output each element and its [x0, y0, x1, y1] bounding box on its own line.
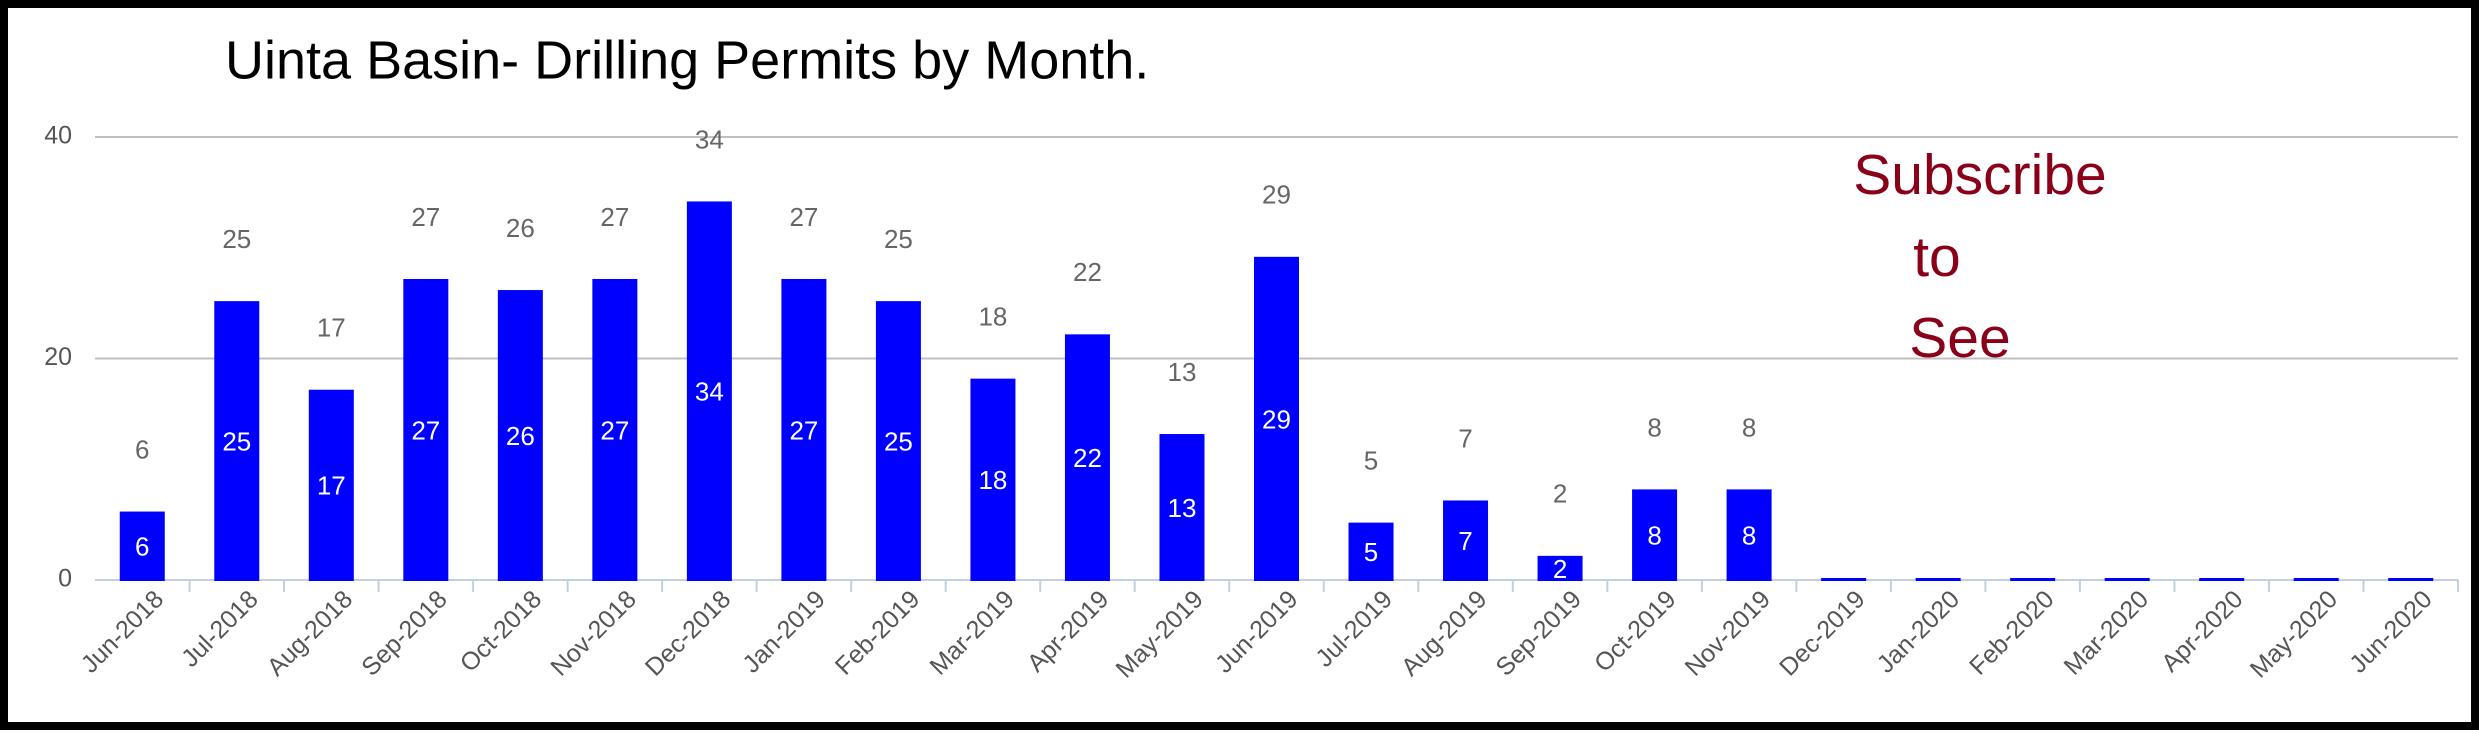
bar	[497, 290, 543, 581]
bar	[592, 278, 638, 581]
x-tick-label: Jun-2019	[1210, 585, 1304, 679]
data-label-inner: 8	[1647, 521, 1661, 551]
x-tick-label: Apr-2019	[1022, 585, 1115, 678]
data-label: 17	[317, 313, 346, 343]
bar	[1726, 489, 1772, 581]
data-label: 34	[695, 124, 724, 154]
bar	[2010, 578, 2056, 581]
data-label: 8	[1647, 412, 1661, 442]
data-label-inner: 18	[978, 465, 1007, 495]
data-label: 29	[1262, 180, 1291, 210]
bar	[1632, 489, 1678, 581]
x-tick-label: Jun-2020	[2344, 585, 2438, 679]
bar	[403, 278, 449, 581]
data-label: 8	[1742, 412, 1756, 442]
x-tick-label: Dec-2019	[1774, 585, 1870, 681]
data-label: 13	[1168, 357, 1197, 387]
frame	[0, 0, 2479, 730]
x-tick-label: Oct-2018	[455, 585, 548, 678]
bar	[1348, 522, 1394, 581]
data-label-inner: 7	[1458, 526, 1472, 556]
bar	[119, 511, 165, 581]
x-tick-label: Jul-2019	[1310, 585, 1398, 673]
bar	[2388, 578, 2434, 581]
data-label: 25	[222, 224, 251, 254]
data-label-inner: 6	[135, 532, 149, 562]
bar	[1821, 578, 1867, 581]
y-tick-label: 40	[44, 122, 72, 150]
x-tick-label: Feb-2020	[1964, 585, 2059, 680]
bar	[875, 301, 921, 581]
x-tick-label: Sep-2018	[356, 585, 452, 681]
x-tick-label: Aug-2018	[262, 585, 358, 681]
x-tick-label: Jun-2018	[76, 585, 170, 679]
data-label-inner: 25	[222, 426, 251, 456]
x-tick-label: Mar-2020	[2059, 585, 2154, 680]
bar	[970, 378, 1016, 581]
x-tick-label: Jul-2018	[176, 585, 264, 673]
data-label: 27	[600, 202, 629, 232]
data-label: 2	[1553, 479, 1567, 509]
x-tick-label: Nov-2018	[545, 585, 641, 681]
x-tick-label: Jan-2019	[737, 585, 831, 679]
bar	[308, 389, 354, 581]
data-label-inner: 22	[1073, 443, 1102, 473]
x-tick-label: Apr-2020	[2156, 585, 2249, 678]
bar	[214, 301, 260, 581]
bar	[1064, 334, 1110, 581]
bar	[1915, 578, 1961, 581]
data-label: 18	[978, 302, 1007, 332]
bar	[1443, 500, 1489, 582]
data-label-inner: 13	[1168, 493, 1197, 523]
data-label: 22	[1073, 257, 1102, 287]
data-label: 7	[1458, 423, 1472, 453]
bar	[1537, 555, 1583, 581]
data-label: 6	[135, 434, 149, 464]
x-tick-label: Oct-2019	[1589, 585, 1682, 678]
data-label: 25	[884, 224, 913, 254]
bar	[2199, 578, 2245, 581]
data-label: 26	[506, 213, 535, 243]
data-label-inner: 27	[600, 415, 629, 445]
y-tick-label: 20	[44, 343, 72, 371]
bar	[1159, 434, 1205, 581]
data-label-inner: 17	[317, 471, 346, 501]
bar	[686, 201, 732, 581]
data-label-inner: 27	[789, 415, 818, 445]
annotation: Subscribe	[1853, 143, 2106, 207]
x-tick-label: May-2020	[2245, 585, 2343, 683]
data-label-inner: 2	[1553, 554, 1567, 584]
x-tick-label: Dec-2018	[640, 585, 736, 681]
data-label-inner: 25	[884, 426, 913, 456]
data-label-inner: 26	[506, 421, 535, 451]
x-tick-label: May-2019	[1110, 585, 1208, 683]
bar	[781, 278, 827, 581]
data-label-inner: 5	[1364, 537, 1378, 567]
bar	[2293, 578, 2339, 581]
x-tick-label: Nov-2019	[1680, 585, 1776, 681]
data-label: 5	[1364, 446, 1378, 476]
annotation: to	[1913, 225, 1961, 289]
data-label-inner: 27	[411, 415, 440, 445]
chart-title: Uinta Basin- Drilling Permits by Month.	[225, 30, 1149, 90]
x-tick-label: Mar-2019	[924, 585, 1019, 680]
data-label-inner: 34	[695, 377, 724, 407]
x-tick-label: Sep-2019	[1491, 585, 1587, 681]
y-tick-label: 0	[58, 565, 72, 593]
annotation: See	[1909, 306, 2010, 370]
bar	[1254, 256, 1299, 581]
data-label: 27	[411, 202, 440, 232]
data-label: 27	[789, 202, 818, 232]
x-tick-label: Jan-2020	[1872, 585, 1966, 679]
x-tick-label: Feb-2019	[830, 585, 925, 680]
data-label-inner: 29	[1262, 404, 1291, 434]
bar	[2104, 578, 2150, 581]
data-label-inner: 8	[1742, 521, 1756, 551]
x-tick-label: Aug-2019	[1396, 585, 1492, 681]
